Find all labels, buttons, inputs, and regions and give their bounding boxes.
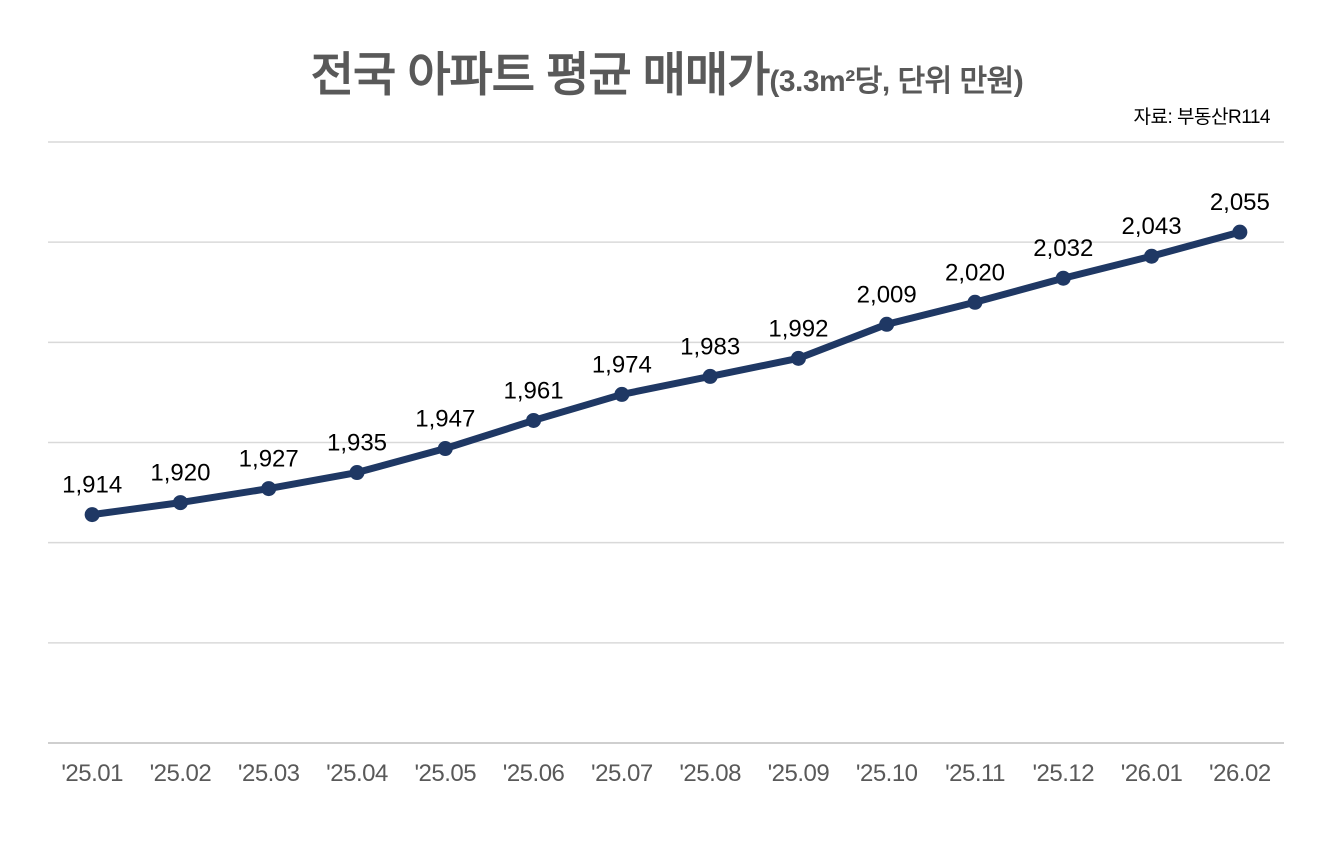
data-point-label: 2,032 — [1033, 235, 1093, 262]
data-point-label: 2,009 — [857, 281, 917, 308]
x-axis-label: '25.06 — [503, 760, 565, 787]
data-point-marker — [879, 316, 895, 332]
chart-title-unit: (3.3m²당, 단위 만원) — [769, 65, 1024, 98]
x-axis-label: '25.04 — [326, 760, 388, 787]
data-point-marker — [84, 507, 100, 523]
x-axis-label: '26.02 — [1209, 760, 1271, 787]
data-point-label: 1,920 — [150, 460, 210, 487]
data-point-label: 1,992 — [768, 315, 828, 342]
data-point-marker — [614, 386, 630, 402]
data-point-label: 1,927 — [239, 446, 299, 473]
data-point-marker — [261, 481, 277, 497]
data-source-label: 자료: 부동산R114 — [1133, 107, 1271, 128]
x-axis-label: '26.01 — [1121, 760, 1183, 787]
data-point-label: 2,020 — [945, 259, 1005, 286]
data-point-label: 2,055 — [1210, 189, 1270, 216]
chart-title-main: 전국 아파트 평균 매매가 — [310, 48, 771, 101]
data-point-label: 1,983 — [680, 333, 740, 360]
data-point-marker — [1144, 248, 1160, 264]
data-point-marker — [172, 495, 188, 511]
x-axis-label: '25.07 — [591, 760, 653, 787]
data-point-marker — [702, 368, 718, 384]
x-axis-label: '25.08 — [679, 760, 741, 787]
data-point-marker — [349, 465, 365, 481]
data-point-marker — [526, 412, 542, 428]
data-point-label: 1,974 — [592, 351, 652, 378]
x-axis-label: '25.01 — [61, 760, 123, 787]
data-point-marker — [1232, 224, 1248, 240]
chart-title: 전국 아파트 평균 매매가(3.3m²당, 단위 만원) — [0, 36, 1334, 105]
x-axis-label: '25.11 — [945, 760, 1005, 787]
x-axis-label: '25.03 — [238, 760, 300, 787]
data-point-label: 1,947 — [415, 406, 475, 433]
data-point-marker — [790, 350, 806, 366]
data-point-marker — [967, 294, 983, 310]
data-point-marker — [437, 441, 453, 457]
x-axis-label: '25.02 — [150, 760, 212, 787]
data-point-label: 2,043 — [1122, 213, 1182, 240]
x-axis-label: '25.05 — [414, 760, 476, 787]
data-point-label: 1,914 — [62, 472, 122, 499]
data-point-marker — [1055, 270, 1071, 286]
x-axis-label: '25.12 — [1032, 760, 1094, 787]
data-point-label: 1,935 — [327, 430, 387, 457]
x-axis-label: '25.09 — [768, 760, 830, 787]
data-point-label: 1,961 — [504, 377, 564, 404]
price-line — [88, 228, 1244, 519]
x-axis-label: '25.10 — [856, 760, 918, 787]
